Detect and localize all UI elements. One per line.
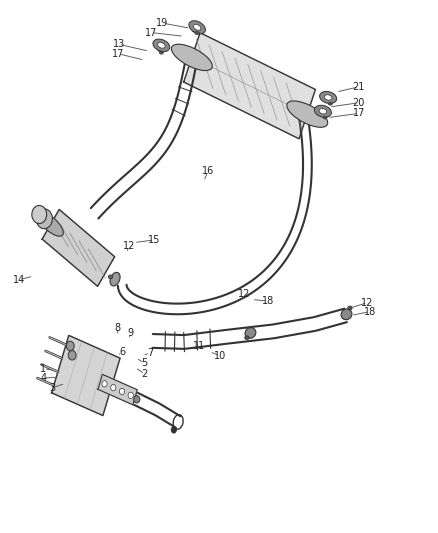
Ellipse shape — [245, 328, 256, 338]
Ellipse shape — [189, 21, 205, 34]
Ellipse shape — [341, 309, 352, 320]
Text: 17: 17 — [145, 28, 158, 38]
Polygon shape — [98, 374, 137, 405]
Circle shape — [66, 341, 74, 351]
Polygon shape — [184, 33, 315, 139]
Ellipse shape — [153, 39, 170, 52]
Ellipse shape — [348, 306, 352, 310]
Ellipse shape — [319, 109, 327, 114]
Polygon shape — [52, 335, 120, 416]
Text: 16: 16 — [202, 166, 214, 176]
Text: 1: 1 — [40, 364, 46, 374]
Circle shape — [171, 427, 177, 433]
Text: 8: 8 — [115, 322, 121, 333]
Ellipse shape — [287, 101, 328, 127]
Text: 18: 18 — [364, 306, 376, 317]
Text: 19: 19 — [156, 18, 168, 28]
Ellipse shape — [323, 116, 327, 119]
Ellipse shape — [110, 272, 120, 286]
Ellipse shape — [159, 52, 163, 54]
Text: 14: 14 — [13, 275, 25, 285]
Ellipse shape — [195, 31, 199, 35]
Ellipse shape — [325, 95, 332, 100]
Circle shape — [111, 384, 116, 391]
Ellipse shape — [171, 44, 212, 70]
Text: 11: 11 — [193, 341, 205, 351]
Ellipse shape — [36, 209, 53, 229]
Ellipse shape — [158, 43, 165, 48]
Ellipse shape — [320, 91, 337, 103]
Text: 17: 17 — [353, 108, 365, 118]
Circle shape — [120, 389, 124, 395]
Text: 12: 12 — [361, 297, 374, 308]
Ellipse shape — [194, 25, 201, 30]
Text: 12: 12 — [238, 289, 251, 299]
Text: 5: 5 — [141, 358, 148, 368]
Text: 3: 3 — [49, 383, 55, 393]
Text: 2: 2 — [141, 369, 148, 379]
Ellipse shape — [328, 102, 332, 105]
Circle shape — [68, 351, 76, 360]
Circle shape — [134, 395, 140, 403]
Text: 20: 20 — [353, 98, 365, 108]
Text: 21: 21 — [353, 82, 365, 92]
Text: 17: 17 — [113, 49, 125, 59]
Text: 4: 4 — [40, 373, 46, 383]
Text: 10: 10 — [214, 351, 226, 361]
Ellipse shape — [108, 275, 113, 279]
Polygon shape — [42, 209, 115, 286]
Ellipse shape — [245, 336, 249, 340]
Circle shape — [102, 381, 107, 387]
Ellipse shape — [32, 205, 47, 223]
Text: 9: 9 — [128, 328, 134, 338]
Text: 13: 13 — [113, 39, 125, 49]
Text: 18: 18 — [262, 296, 274, 306]
Text: 6: 6 — [119, 346, 125, 357]
Text: 7: 7 — [147, 348, 153, 358]
Text: 15: 15 — [148, 235, 161, 245]
Circle shape — [128, 392, 133, 399]
Ellipse shape — [38, 212, 64, 236]
Text: 12: 12 — [124, 241, 136, 251]
Ellipse shape — [314, 105, 332, 117]
